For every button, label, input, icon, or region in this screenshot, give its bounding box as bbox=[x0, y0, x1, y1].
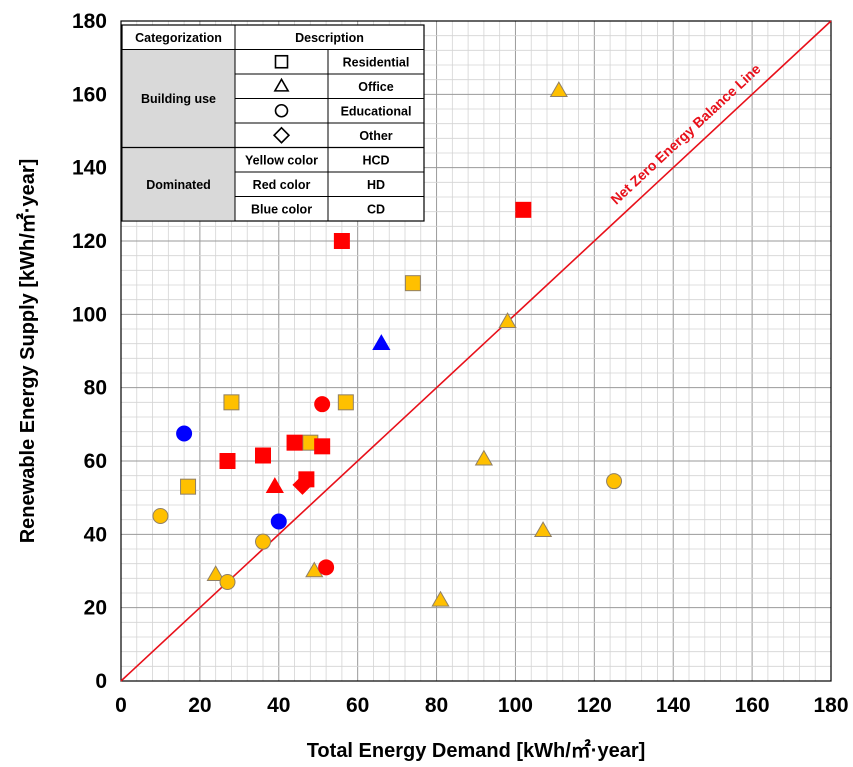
plot-frame bbox=[120, 20, 832, 682]
data-point-square bbox=[333, 233, 350, 249]
data-point-square bbox=[255, 447, 271, 464]
data-point-circle bbox=[270, 513, 287, 530]
data-point-square bbox=[337, 394, 354, 411]
data-point-triangle bbox=[549, 81, 568, 97]
x-tick-label: 0 bbox=[115, 694, 127, 717]
data-point-triangle bbox=[305, 561, 324, 578]
x-tick-label: 140 bbox=[656, 694, 691, 717]
data-point-circle bbox=[318, 559, 335, 576]
legend-table: Categorization Description Building use Res… bbox=[121, 24, 425, 222]
legend-category-label: Building use bbox=[141, 92, 216, 106]
data-point-square bbox=[223, 394, 240, 411]
net-zero-energy-balance-line bbox=[120, 20, 832, 682]
data-point-triangle bbox=[533, 521, 553, 537]
y-tick-label: 60 bbox=[84, 450, 107, 473]
x-tick-label: 100 bbox=[498, 694, 533, 717]
data-point-diamond bbox=[292, 474, 313, 495]
x-tick-label: 40 bbox=[267, 694, 290, 717]
y-tick-label: 0 bbox=[95, 670, 107, 693]
y-tick-label: 20 bbox=[84, 597, 107, 620]
legend-symbol-triangle bbox=[273, 77, 290, 92]
legend-color-key: Red color bbox=[253, 178, 311, 192]
data-point-circle bbox=[176, 425, 193, 442]
data-point-triangle bbox=[372, 334, 391, 350]
legend-category-label: Dominated bbox=[146, 178, 211, 192]
data-points bbox=[152, 81, 623, 607]
data-point-triangle bbox=[474, 449, 494, 466]
legend-description: HD bbox=[367, 178, 385, 192]
data-point-triangle bbox=[206, 565, 225, 581]
data-point-circle bbox=[255, 533, 271, 550]
data-point-square bbox=[180, 478, 197, 495]
x-tick-label: 160 bbox=[735, 694, 770, 717]
y-tick-label: 100 bbox=[72, 303, 107, 326]
y-axis-ticks: 0 20 40 60 80 100 120 140 160 180 bbox=[72, 10, 107, 693]
x-axis-ticks: 0 20 40 60 80 100 120 140 160 180 bbox=[115, 694, 848, 717]
data-point-square bbox=[314, 438, 331, 455]
legend-header-description: Description bbox=[295, 31, 364, 45]
legend-description: CD bbox=[367, 202, 385, 216]
x-tick-label: 80 bbox=[425, 694, 448, 717]
legend-description: Other bbox=[359, 129, 392, 143]
y-tick-label: 120 bbox=[72, 230, 107, 253]
data-point-square bbox=[286, 434, 303, 451]
legend-description: Residential bbox=[343, 55, 410, 69]
y-axis-title: Renewable Energy Supply [kWh/㎡·year] bbox=[15, 159, 39, 544]
y-tick-label: 40 bbox=[84, 523, 107, 546]
data-point-square bbox=[404, 275, 421, 292]
data-point-circle bbox=[219, 574, 236, 590]
x-axis-title: Total Energy Demand [kWh/㎡·year] bbox=[307, 738, 646, 762]
y-tick-label: 160 bbox=[72, 83, 107, 106]
legend-description: Office bbox=[358, 80, 393, 94]
y-tick-label: 180 bbox=[72, 10, 107, 33]
legend-header-categorization: Categorization bbox=[135, 31, 222, 45]
data-point-square bbox=[219, 453, 236, 469]
data-point-circle bbox=[152, 508, 169, 524]
legend-color-key: Blue color bbox=[251, 202, 312, 216]
legend-symbol-diamond bbox=[272, 126, 291, 144]
data-point-square bbox=[515, 201, 532, 218]
data-point-circle bbox=[606, 473, 623, 490]
legend-symbol-circle bbox=[274, 103, 289, 118]
data-point-triangle bbox=[498, 312, 517, 328]
x-tick-label: 20 bbox=[188, 694, 211, 717]
legend-description: Educational bbox=[341, 104, 412, 118]
data-point-triangle bbox=[265, 477, 284, 493]
x-tick-label: 180 bbox=[813, 694, 848, 717]
legend-symbol-square bbox=[274, 54, 289, 69]
legend-category-cell bbox=[121, 147, 236, 222]
x-tick-label: 120 bbox=[577, 694, 612, 717]
data-point-circle bbox=[314, 396, 331, 413]
x-tick-label: 60 bbox=[346, 694, 369, 717]
y-tick-label: 140 bbox=[72, 157, 107, 180]
y-tick-label: 80 bbox=[84, 377, 107, 400]
legend-description: HCD bbox=[362, 153, 389, 167]
legend-color-key: Yellow color bbox=[245, 153, 318, 167]
data-point-triangle bbox=[431, 590, 450, 607]
